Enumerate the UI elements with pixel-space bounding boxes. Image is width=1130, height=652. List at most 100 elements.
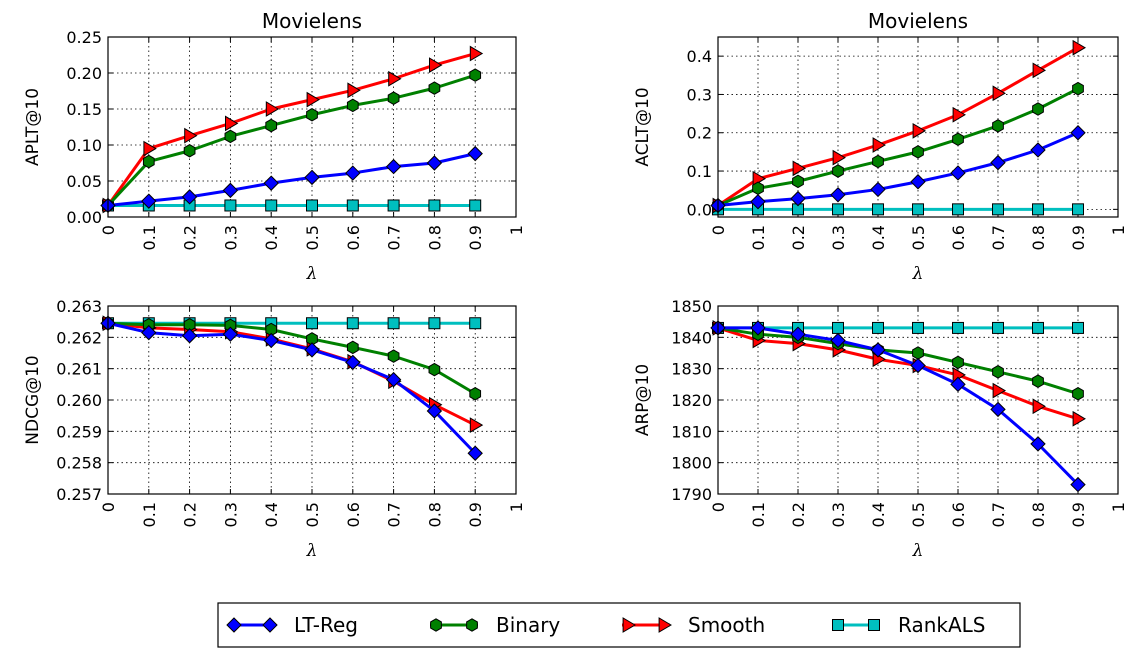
x-tick-label: 0.8 [425, 225, 444, 250]
y-tick-label: 0.0 [687, 200, 712, 219]
data-point-smooth [832, 149, 846, 166]
y-axis-label: ARP@10 [633, 364, 653, 436]
data-point-rankals [992, 321, 1004, 334]
legend-marker-smooth [658, 617, 672, 633]
legend-marker-binary [430, 618, 442, 632]
y-tick-label: 0.2 [687, 124, 712, 143]
data-point-lt-reg [141, 324, 157, 341]
y-tick-label: 0.25 [66, 28, 102, 47]
plot-area-frame [717, 36, 1119, 218]
chart-panel-2: 0 0.1 0.2 0.3 0.4 0.5 0.6 0.7 0.8 0.9 1 0.0 0.1 0.2 0.… [633, 9, 1128, 284]
data-point-rankals [387, 317, 400, 330]
plot-area-frame [107, 36, 517, 218]
legend-label-smooth: Smooth [688, 613, 765, 637]
data-point-lt-reg [1070, 125, 1086, 141]
data-point-lt-reg [790, 326, 806, 342]
data-point-lt-reg [1030, 142, 1046, 158]
data-point-lt-reg [345, 165, 361, 181]
data-point-rankals [872, 321, 884, 334]
chart-title: Movielens [262, 9, 362, 33]
data-point-lt-reg [1070, 476, 1086, 493]
legend-marker-binary [466, 618, 478, 632]
y-tick-label: 0.10 [66, 136, 102, 155]
x-tick-label: 0.3 [221, 225, 240, 250]
data-point-lt-reg [910, 357, 926, 374]
x-tick-label: 1 [1109, 502, 1128, 512]
data-point-lt-reg [750, 193, 766, 210]
series-line-smooth [717, 46, 1079, 207]
data-point-binary [1072, 386, 1084, 401]
data-point-binary [832, 164, 844, 178]
plot-area-frame [717, 305, 1119, 495]
data-point-smooth [469, 45, 484, 62]
data-point-binary [469, 386, 482, 401]
data-point-binary [752, 181, 764, 196]
data-point-binary [346, 98, 359, 113]
data-point-rankals [952, 203, 964, 216]
data-point-rankals [428, 317, 441, 330]
data-point-smooth [1072, 39, 1086, 56]
data-point-lt-reg [263, 332, 279, 349]
y-tick-label: 0.258 [56, 454, 102, 473]
x-tick-label: 0.8 [425, 502, 444, 527]
x-tick-label: 0.2 [181, 502, 200, 527]
data-point-rankals [346, 317, 359, 330]
data-point-rankals [952, 321, 964, 334]
data-point-binary [992, 365, 1004, 379]
data-point-binary [387, 91, 400, 105]
x-tick-label: 0.6 [344, 225, 363, 250]
x-tick-label: 0.2 [789, 225, 808, 250]
legend-marker-rankals [868, 619, 880, 631]
data-point-lt-reg [870, 342, 886, 358]
y-tick-label: 0.3 [687, 85, 712, 104]
data-point-binary [792, 174, 804, 189]
data-point-rankals [1072, 203, 1084, 216]
data-point-lt-reg [222, 326, 239, 342]
x-tick-label: 0.7 [989, 502, 1008, 527]
data-point-lt-reg [263, 175, 279, 191]
data-point-lt-reg [385, 158, 402, 175]
data-point-smooth [225, 115, 239, 132]
data-point-lt-reg [467, 145, 483, 162]
y-tick-label: 0.1 [687, 162, 712, 181]
y-tick-label: 1850 [671, 297, 712, 316]
x-tick-label: 0.3 [829, 502, 848, 527]
data-point-rankals [306, 199, 318, 212]
x-tick-label: 0 [709, 225, 728, 235]
data-point-lt-reg [990, 154, 1006, 171]
legend-item-smooth: Smooth [622, 613, 765, 637]
legend-label-binary: Binary [496, 613, 560, 637]
y-tick-label: 0.261 [56, 360, 102, 379]
series-line-smooth [717, 326, 1079, 421]
data-point-rankals [832, 321, 844, 334]
data-point-smooth [184, 127, 198, 144]
data-point-rankals [306, 317, 318, 330]
x-tick-label: 0.9 [1069, 502, 1088, 527]
data-point-smooth [1072, 410, 1086, 427]
data-point-lt-reg [950, 376, 966, 393]
x-tick-label: 0 [99, 225, 118, 235]
series-line-lt-reg [107, 321, 477, 455]
data-point-binary [992, 119, 1004, 133]
data-point-lt-reg [950, 165, 966, 181]
data-point-rankals [1032, 321, 1044, 334]
x-tick-label: 0.1 [140, 225, 159, 250]
data-point-lt-reg [910, 174, 926, 190]
data-point-smooth [1032, 398, 1046, 415]
x-axis-label: λ [912, 264, 924, 284]
data-point-smooth [388, 70, 402, 87]
chart-panel-4: 0 0.1 0.2 0.3 0.4 0.5 0.6 0.7 0.8 0.9 1 1790 1800 181… [633, 297, 1128, 561]
x-axis-label: λ [912, 541, 924, 561]
y-tick-label: 0.263 [56, 297, 102, 316]
y-tick-label: 0.20 [66, 64, 102, 83]
legend-label-lt-reg: LT-Reg [294, 613, 358, 637]
y-tick-label: 1820 [671, 391, 712, 410]
series-line-lt-reg [718, 326, 1080, 486]
x-axis-label: λ [306, 264, 318, 284]
chart-title: Movielens [868, 9, 968, 33]
data-point-rankals [912, 321, 924, 334]
x-tick-label: 0.5 [909, 225, 928, 250]
data-point-lt-reg [141, 193, 157, 209]
x-tick-label: 0.5 [303, 502, 322, 527]
x-tick-label: 0.4 [869, 502, 888, 527]
